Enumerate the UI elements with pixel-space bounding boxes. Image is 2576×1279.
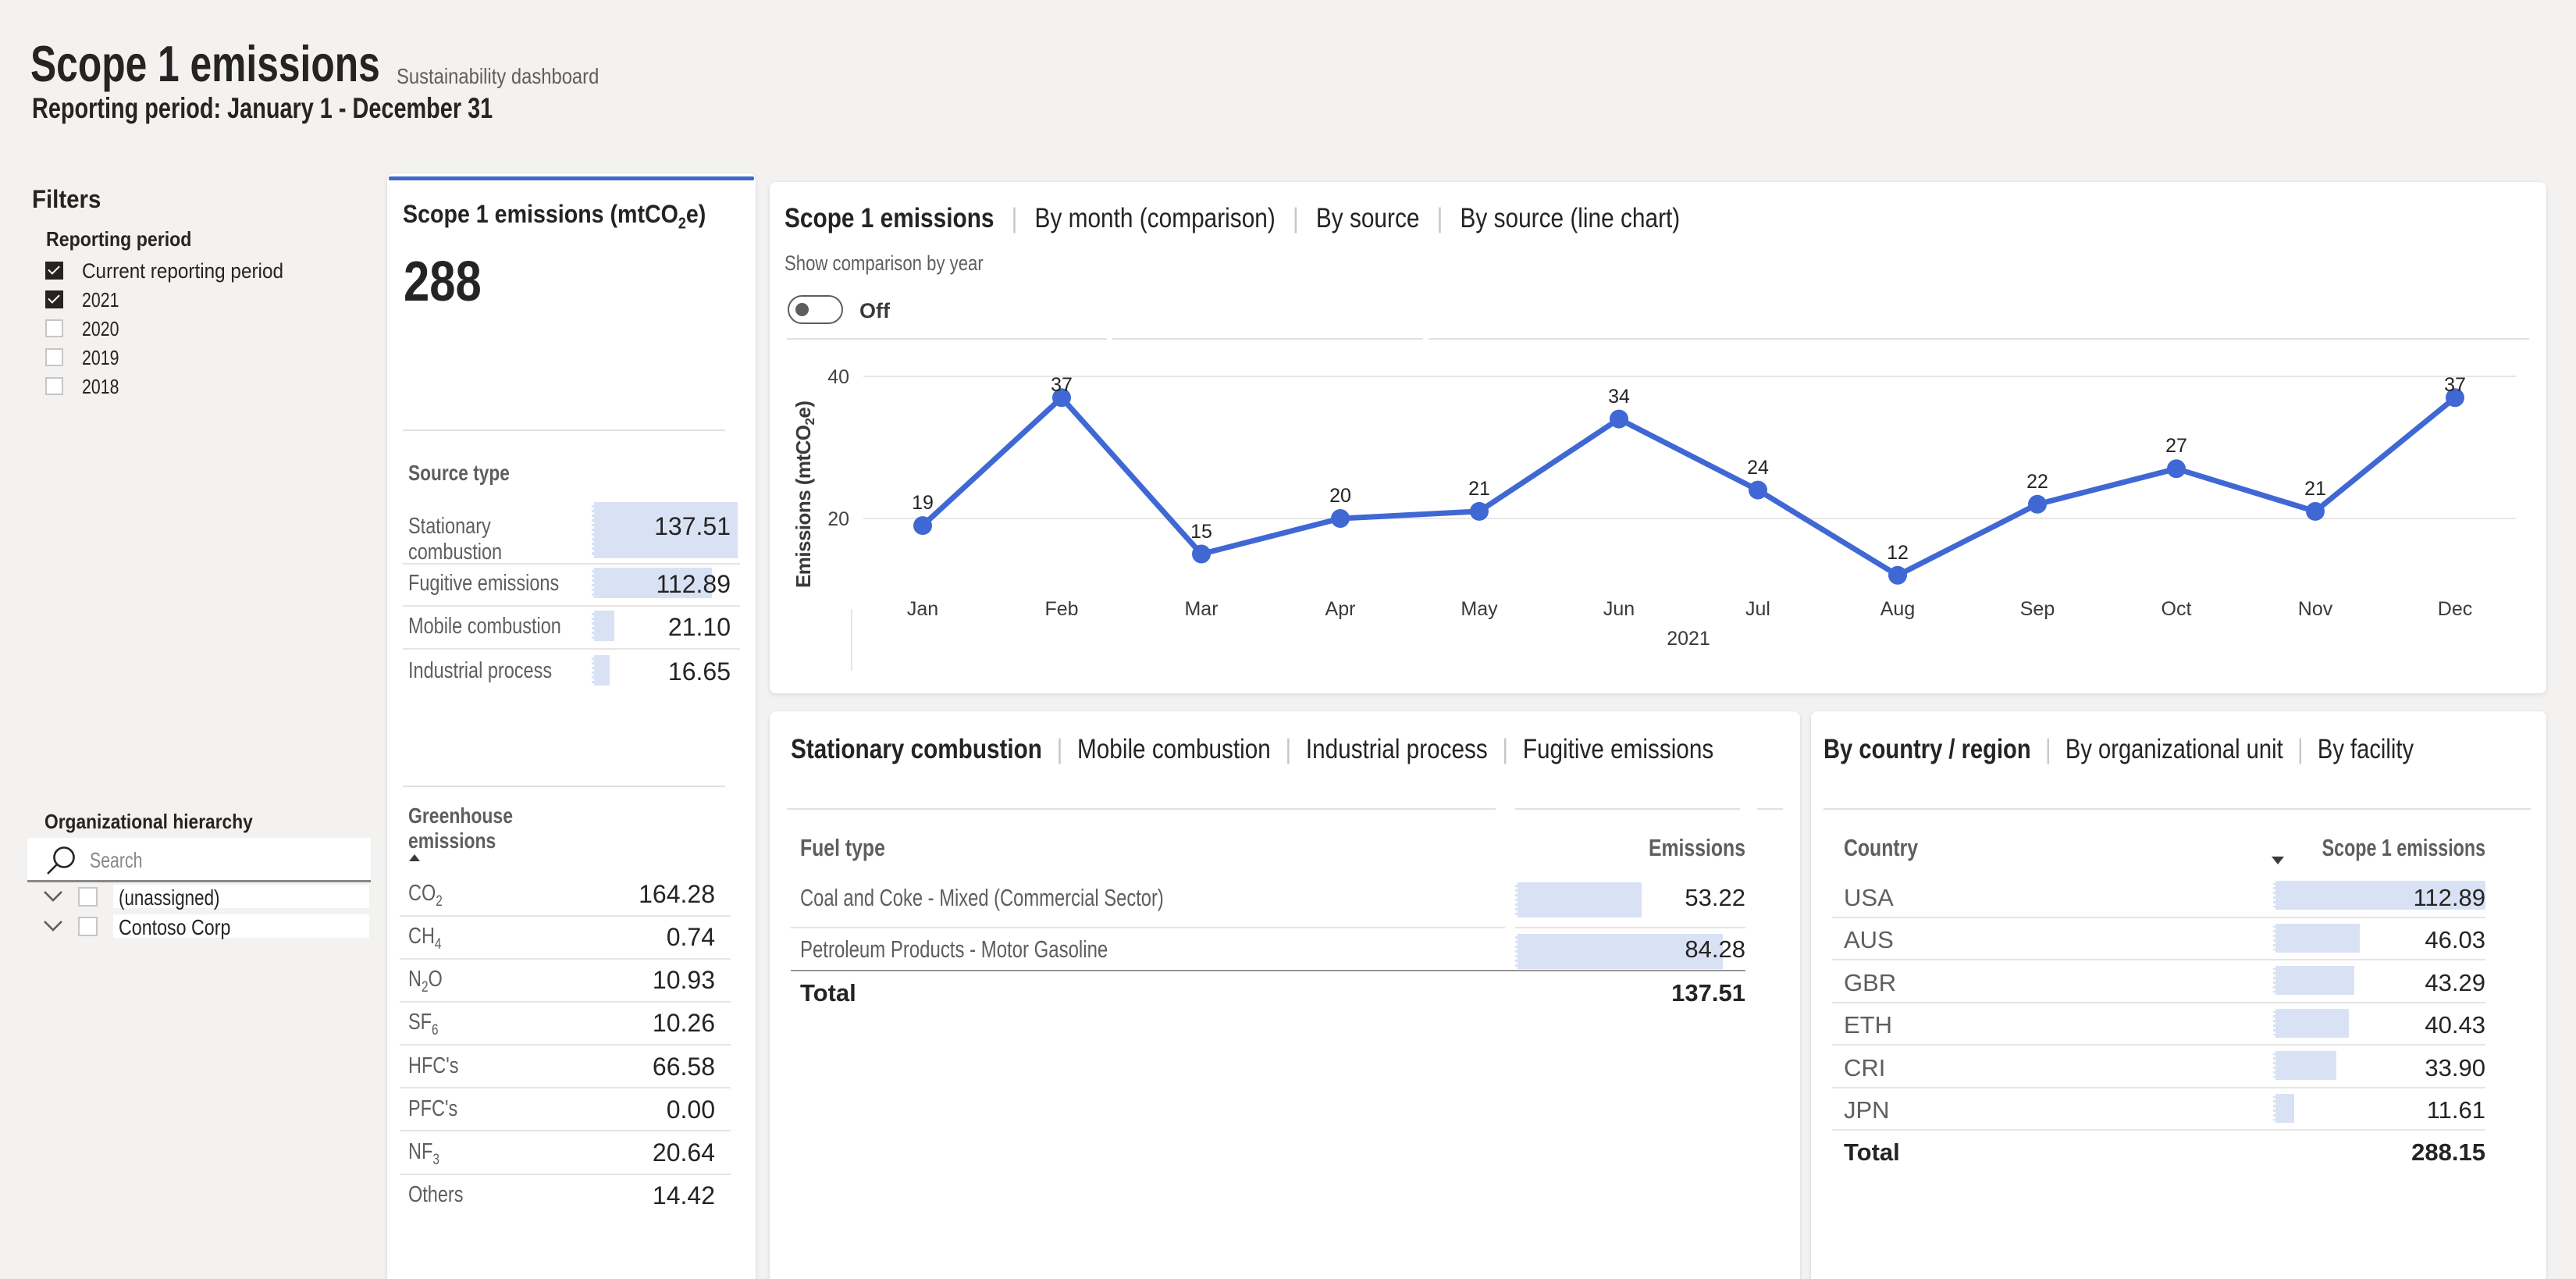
svg-text:37: 37 [2444, 374, 2466, 396]
svg-text:12: 12 [1887, 542, 1909, 564]
svg-text:15: 15 [1190, 521, 1212, 543]
svg-text:Oct: Oct [2161, 598, 2192, 620]
svg-text:22: 22 [2026, 471, 2048, 493]
svg-text:27: 27 [2165, 435, 2187, 457]
svg-text:20: 20 [1329, 485, 1351, 507]
svg-text:Nov: Nov [2298, 598, 2333, 620]
svg-text:40: 40 [827, 366, 849, 388]
svg-text:20: 20 [827, 508, 849, 530]
svg-text:2021: 2021 [1667, 628, 1710, 650]
svg-text:Jul: Jul [1745, 598, 1770, 620]
svg-text:Sep: Sep [2020, 598, 2055, 620]
svg-text:34: 34 [1608, 386, 1630, 408]
svg-text:May: May [1461, 598, 1498, 620]
svg-text:21: 21 [1468, 478, 1490, 500]
svg-text:Jun: Jun [1603, 598, 1635, 620]
svg-text:19: 19 [912, 492, 934, 514]
svg-text:24: 24 [1747, 457, 1769, 479]
svg-text:Apr: Apr [1325, 598, 1356, 620]
svg-text:Emissions (mtCO2e): Emissions (mtCO2e) [792, 401, 817, 588]
svg-text:37: 37 [1051, 374, 1073, 396]
svg-text:Mar: Mar [1184, 598, 1218, 620]
svg-text:21: 21 [2304, 478, 2326, 500]
svg-text:Aug: Aug [1880, 598, 1915, 620]
svg-text:Feb: Feb [1044, 598, 1078, 620]
svg-text:Dec: Dec [2438, 598, 2472, 620]
svg-text:Jan: Jan [907, 598, 938, 620]
